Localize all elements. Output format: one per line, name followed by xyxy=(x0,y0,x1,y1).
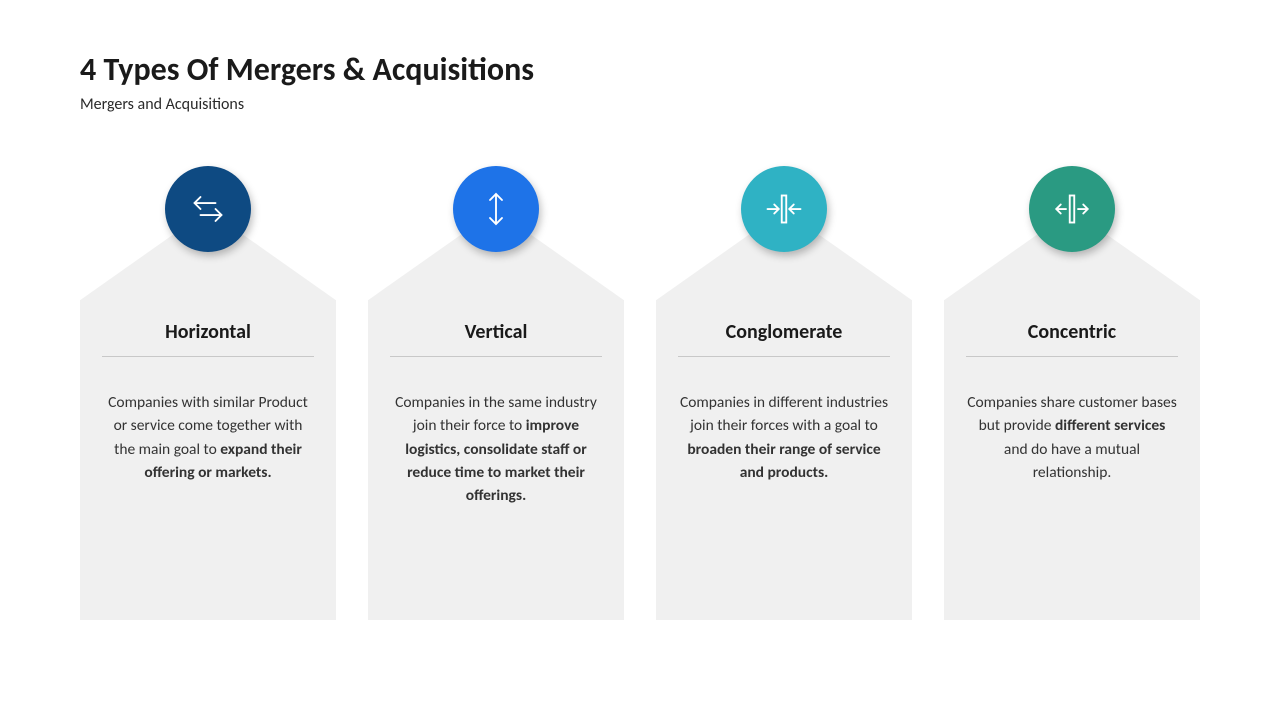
merge-in-icon xyxy=(741,166,827,252)
card-title: Vertical xyxy=(390,320,602,357)
body-pre: Companies in different industries join t… xyxy=(680,393,888,435)
slide: 4 Types Of Mergers & Acquisitions Merger… xyxy=(0,0,1280,720)
cards-row: Horizontal Companies with similar Produc… xyxy=(80,210,1200,620)
card-panel: Conglomerate Companies in different indu… xyxy=(656,210,912,620)
card-body: Companies in different industries join t… xyxy=(678,391,890,484)
card-title: Concentric xyxy=(966,320,1178,357)
vertical-arrows-icon xyxy=(453,166,539,252)
split-out-icon xyxy=(1029,166,1115,252)
card-title: Horizontal xyxy=(102,320,314,357)
slide-title: 4 Types Of Mergers & Acquisitions xyxy=(80,50,1200,89)
card-panel: Vertical Companies in the same industry … xyxy=(368,210,624,620)
horizontal-arrows-icon xyxy=(165,166,251,252)
body-post: and do have a mutual relationship. xyxy=(1004,440,1140,482)
card-body: Companies with similar Product or servic… xyxy=(102,391,314,484)
card-title: Conglomerate xyxy=(678,320,890,357)
card-panel: Concentric Companies share customer base… xyxy=(944,210,1200,620)
card-horizontal: Horizontal Companies with similar Produc… xyxy=(80,210,336,620)
card-body: Companies share customer bases but provi… xyxy=(966,391,1178,484)
card-vertical: Vertical Companies in the same industry … xyxy=(368,210,624,620)
card-panel: Horizontal Companies with similar Produc… xyxy=(80,210,336,620)
body-bold: different services xyxy=(1055,416,1165,435)
card-body: Companies in the same industry join thei… xyxy=(390,391,602,507)
slide-subtitle: Mergers and Acquisitions xyxy=(80,95,1200,114)
card-concentric: Concentric Companies share customer base… xyxy=(944,210,1200,620)
body-bold: broaden their range of service and produ… xyxy=(687,440,880,482)
card-conglomerate: Conglomerate Companies in different indu… xyxy=(656,210,912,620)
